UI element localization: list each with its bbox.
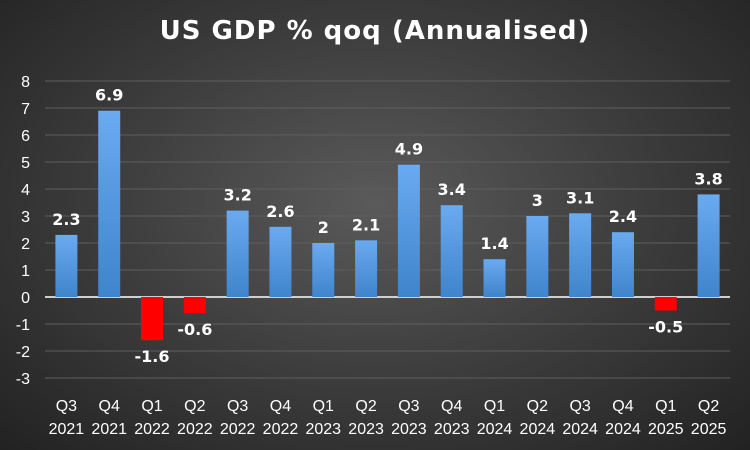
x-tick-year: 2023 — [348, 421, 384, 438]
x-tick-quarter: Q2 — [527, 398, 548, 415]
y-tick-label: 6 — [21, 128, 30, 145]
x-tick-quarter: Q1 — [141, 398, 162, 415]
x-tick-year: 2024 — [520, 421, 556, 438]
y-tick-label: 3 — [21, 209, 30, 226]
data-label: 2.1 — [352, 215, 380, 234]
y-tick-label: 7 — [21, 101, 30, 118]
y-tick-label: 2 — [21, 236, 30, 253]
y-tick-label: 1 — [21, 263, 30, 280]
data-label: 2 — [318, 218, 329, 237]
data-label: 4.9 — [395, 140, 423, 159]
x-tick-quarter: Q3 — [227, 398, 248, 415]
data-label: -0.6 — [177, 320, 212, 339]
x-tick-year: 2025 — [691, 421, 727, 438]
x-tick-quarter: Q3 — [398, 398, 419, 415]
data-label: 1.4 — [480, 234, 508, 253]
x-tick-quarter: Q1 — [655, 398, 676, 415]
data-label: 3.8 — [694, 169, 722, 188]
bar — [526, 216, 549, 297]
x-tick-year: 2021 — [91, 421, 127, 438]
data-label: 2.4 — [609, 207, 637, 226]
x-tick-quarter: Q1 — [484, 398, 505, 415]
x-tick-year: 2021 — [49, 421, 85, 438]
y-tick-label: 8 — [21, 74, 30, 91]
x-tick-quarter: Q1 — [313, 398, 334, 415]
bar — [440, 205, 463, 297]
bar — [397, 164, 420, 297]
data-label: 2.6 — [266, 202, 294, 221]
y-tick-label: -1 — [16, 317, 30, 334]
bar — [312, 243, 335, 297]
x-tick-quarter: Q2 — [184, 398, 205, 415]
x-tick-quarter: Q4 — [441, 398, 462, 415]
data-label: -1.6 — [135, 347, 170, 366]
y-tick-label: 5 — [21, 155, 30, 172]
bar — [55, 234, 78, 297]
x-tick-quarter: Q3 — [569, 398, 590, 415]
x-tick-year: 2023 — [434, 421, 470, 438]
x-tick-quarter: Q2 — [698, 398, 719, 415]
bar — [611, 232, 634, 297]
x-tick-year: 2023 — [305, 421, 341, 438]
bar — [226, 210, 249, 297]
data-label: 3 — [532, 191, 543, 210]
y-tick-label: 0 — [21, 290, 30, 307]
bar — [483, 259, 506, 297]
bar — [355, 240, 378, 297]
chart-title: US GDP % qoq (Annualised) — [159, 16, 591, 46]
x-tick-quarter: Q4 — [612, 398, 633, 415]
x-tick-year: 2024 — [562, 421, 598, 438]
data-label: 3.4 — [438, 180, 466, 199]
bar — [98, 110, 121, 297]
bar — [183, 297, 206, 314]
bar — [697, 194, 720, 297]
x-tick-quarter: Q4 — [270, 398, 291, 415]
x-tick-quarter: Q2 — [355, 398, 376, 415]
x-tick-year: 2022 — [263, 421, 299, 438]
bar — [141, 297, 164, 341]
data-label: 6.9 — [95, 86, 123, 105]
x-tick-year: 2023 — [391, 421, 427, 438]
data-label: -0.5 — [648, 318, 683, 337]
x-tick-year: 2024 — [605, 421, 641, 438]
data-label: 3.2 — [223, 186, 251, 205]
x-tick-year: 2022 — [220, 421, 256, 438]
x-tick-year: 2025 — [648, 421, 684, 438]
bar — [569, 213, 592, 297]
data-label: 2.3 — [52, 210, 80, 229]
x-tick-year: 2022 — [134, 421, 170, 438]
bar — [269, 226, 292, 297]
x-tick-year: 2022 — [177, 421, 213, 438]
y-tick-label: 4 — [21, 182, 30, 199]
bar — [654, 297, 677, 311]
y-tick-label: -3 — [16, 371, 30, 388]
x-tick-quarter: Q3 — [56, 398, 77, 415]
y-tick-label: -2 — [16, 344, 30, 361]
x-tick-quarter: Q4 — [99, 398, 120, 415]
data-label: 3.1 — [566, 188, 594, 207]
x-tick-year: 2024 — [477, 421, 513, 438]
